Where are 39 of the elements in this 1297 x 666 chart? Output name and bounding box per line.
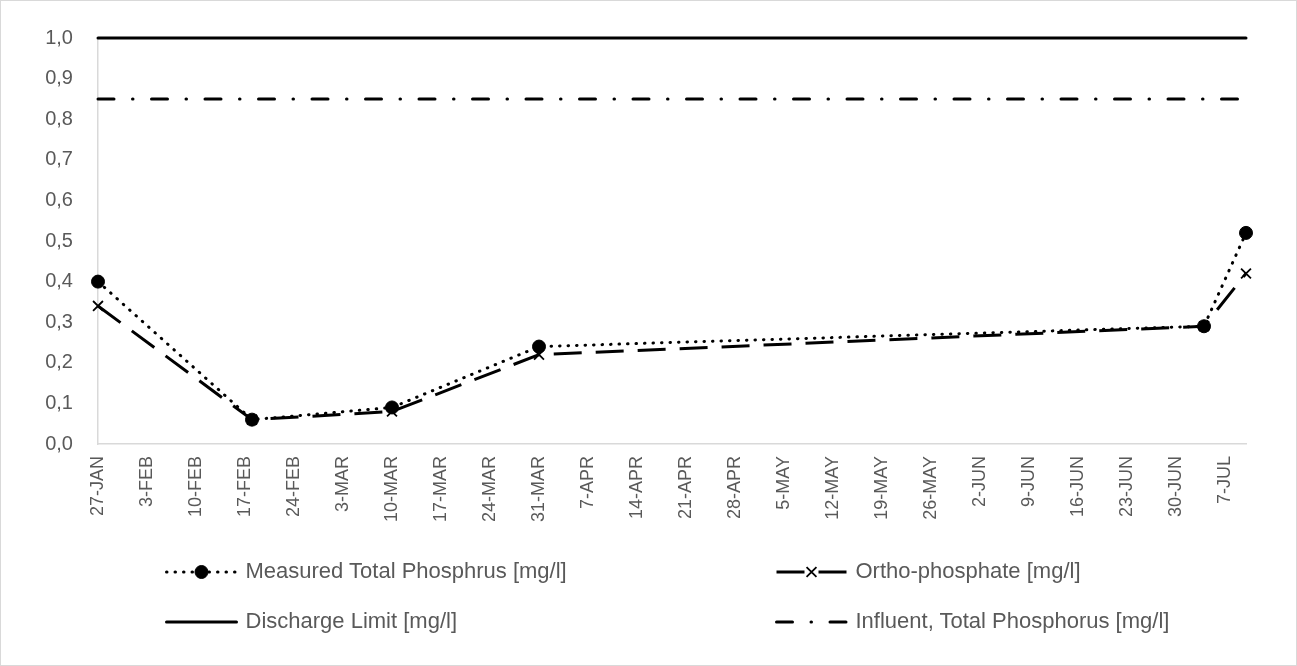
x-tick-label: 24-FEB — [282, 456, 303, 518]
x-tick-label: 2-JUN — [968, 456, 989, 508]
x-tick-label: 23-JUN — [1115, 456, 1136, 518]
x-tick-label: 7-APR — [576, 456, 597, 510]
x-tick-label: 30-JUN — [1164, 456, 1185, 518]
x-tick-label: 12-MAY — [821, 456, 842, 520]
x-tick-label: 17-MAR — [429, 456, 450, 523]
legend-label: Discharge Limit [mg/l] — [245, 608, 458, 634]
y-tick-label: 0,0 — [45, 431, 73, 454]
y-tick-label: 0,4 — [45, 269, 73, 292]
x-tick-label: 10-FEB — [184, 456, 205, 518]
x-tick-label: 17-FEB — [233, 456, 254, 518]
x-tick-label: 19-MAY — [870, 456, 891, 520]
x-tick-label: 3-FEB — [135, 456, 156, 508]
x-tick-label: 24-MAR — [478, 456, 499, 523]
x-tick-label: 31-MAR — [527, 456, 548, 523]
x-tick-label: 16-JUN — [1066, 456, 1087, 518]
y-tick-label: 0,5 — [45, 228, 73, 251]
y-tick-label: 1,0 — [45, 25, 73, 48]
y-tick-label: 0,3 — [45, 309, 73, 332]
x-tick-label: 5-MAY — [772, 456, 793, 510]
legend-label: Ortho-phosphate [mg/l] — [855, 558, 1081, 584]
x-tick-label: 9-JUN — [1017, 456, 1038, 508]
x-tick-label: 26-MAY — [919, 456, 940, 520]
y-tick-label: 0,8 — [45, 106, 73, 129]
y-tick-label: 0,2 — [45, 350, 73, 373]
y-tick-label: 0,1 — [45, 390, 73, 413]
x-tick-label: 7-JUL — [1213, 456, 1234, 505]
legend-label: Influent, Total Phosphorus [mg/l] — [855, 608, 1170, 634]
x-tick-label: 10-MAR — [380, 456, 401, 523]
y-tick-label: 0,7 — [45, 147, 73, 170]
x-tick-label: 27-JAN — [86, 456, 107, 517]
x-tick-label: 14-APR — [625, 456, 646, 520]
legend-label: Measured Total Phosphrus [mg/l] — [245, 558, 567, 584]
x-tick-label: 3-MAR — [331, 456, 352, 513]
x-tick-label: 28-APR — [723, 456, 744, 520]
y-tick-label: 0,6 — [45, 187, 73, 210]
x-tick-label: 21-APR — [674, 456, 695, 520]
y-tick-label: 0,9 — [45, 66, 73, 89]
